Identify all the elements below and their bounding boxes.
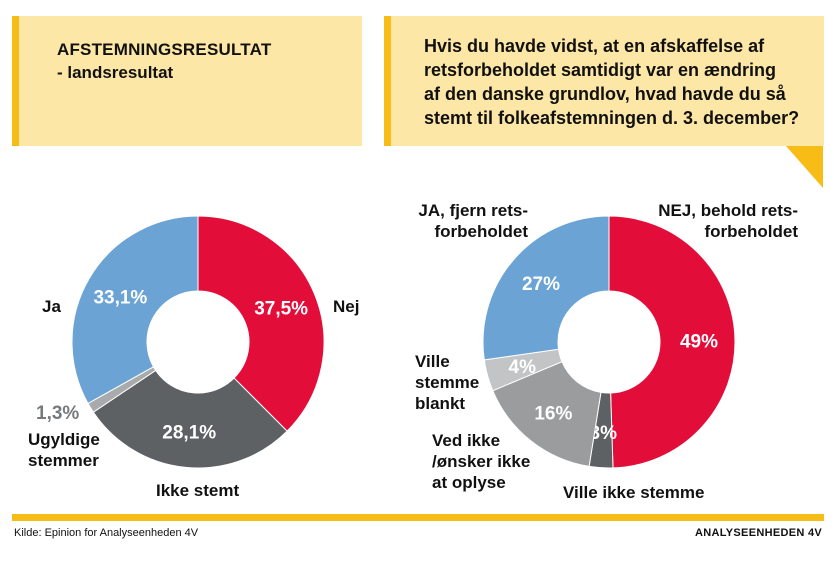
label-line: Ville (415, 352, 450, 371)
chart-subtitle: - landsresultat (57, 63, 174, 82)
donut-slice (197, 215, 325, 432)
slice-value-label: 37,5% (254, 299, 308, 320)
question-line: stemt til folkeafstemningen d. 3. decemb… (424, 108, 800, 128)
slice-value-label: 27% (522, 274, 560, 295)
speech-bubble-tail (786, 146, 823, 188)
brand-text: ANALYSEENHEDEN 4V (695, 527, 822, 539)
slice-label-ja-fjern: JA, fjern rets- forbeholdet (418, 200, 528, 242)
donut-slice (608, 215, 736, 469)
label-line: blankt (415, 394, 466, 413)
slice-label-ugyldige: Ugyldige stemmer (28, 429, 100, 471)
donut-chart-right: 49% 3% 16% 4% 27% (482, 215, 736, 469)
slice-label-ville-ikke-stemme: Ville ikke stemme (563, 483, 705, 502)
source-text: Kilde: Epinion for Analyseenheden 4V (14, 527, 199, 539)
slice-value-label: 4% (509, 357, 537, 378)
donut-slice (92, 369, 288, 469)
slice-value-label: 3% (590, 423, 618, 444)
donut-slice (71, 215, 199, 405)
slice-value-label: 16% (534, 404, 572, 425)
label-line: stemmer (28, 451, 99, 470)
footer-bar (12, 514, 824, 521)
label-line: NEJ, behold rets- (658, 201, 798, 220)
question-line: Hvis du havde vidst, at en afskaffelse a… (424, 36, 765, 56)
label-line: stemme (415, 373, 480, 392)
label-line: Ved ikke (432, 431, 501, 450)
slice-label-ikke-stemt: Ikke stemt (156, 481, 240, 500)
label-line: Ugyldige (28, 430, 100, 449)
slice-label-nej-behold: NEJ, behold rets- forbeholdet (658, 200, 798, 242)
slice-label-blankt: Ville stemme blankt (415, 351, 479, 414)
slice-value-label: 28,1% (162, 423, 216, 444)
question-line: retsforbeholdet samtidigt var en ændring (424, 60, 777, 80)
label-line: at oplyse (432, 473, 506, 492)
donut-chart-left: 37,5% 28,1% 33,1% (71, 215, 325, 469)
slice-label-ved-ikke: Ved ikke /ønsker ikke at oplyse (432, 430, 530, 493)
label-line: JA, fjern rets- (418, 201, 528, 220)
question-line: af den danske grundlov, hvad havde du så (424, 84, 786, 104)
slice-label-ja: Ja (42, 297, 61, 316)
donut-slice (492, 361, 602, 467)
slice-value-ugyldige: 1,3% (36, 403, 80, 424)
label-line: forbeholdet (704, 222, 799, 241)
chart-title: AFSTEMNINGSRESULTAT (57, 40, 272, 59)
title-box: AFSTEMNINGSRESULTAT - landsresultat (12, 16, 362, 146)
question-text: Hvis du havde vidst, at en afskaffelse a… (424, 34, 809, 130)
slice-value-label: 49% (680, 332, 718, 353)
label-line: forbeholdet (434, 222, 529, 241)
question-box: Hvis du havde vidst, at en afskaffelse a… (384, 16, 824, 146)
label-line: /ønsker ikke (432, 452, 531, 471)
slice-value-label: 33,1% (93, 287, 147, 308)
slice-label-nej: Nej (333, 297, 360, 316)
donut-slice (482, 215, 610, 361)
